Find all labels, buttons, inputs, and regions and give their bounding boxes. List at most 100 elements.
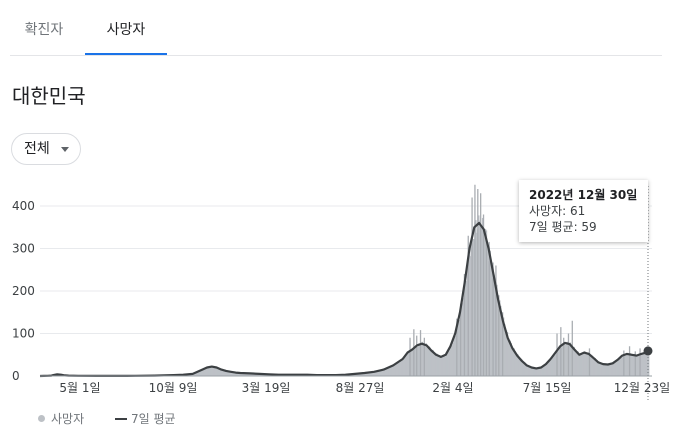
bar [516, 354, 518, 376]
bar [599, 362, 601, 376]
bar [634, 351, 636, 376]
bar [409, 337, 411, 376]
bar [466, 271, 469, 376]
bar [192, 373, 195, 376]
tab-deaths[interactable]: 사망자 [85, 0, 167, 55]
bar [461, 302, 464, 376]
bar [555, 351, 557, 376]
bar [577, 351, 579, 376]
bar [623, 350, 625, 376]
tab-bar: 확진자 사망자 [10, 0, 662, 56]
tab-confirmed[interactable]: 확진자 [24, 22, 64, 38]
bar [514, 350, 516, 376]
bar [232, 372, 235, 376]
bar [598, 361, 600, 376]
bar [249, 373, 252, 376]
bar [386, 367, 388, 376]
bar [423, 337, 425, 376]
bar [596, 361, 598, 376]
bar [408, 351, 410, 376]
bar [376, 371, 379, 376]
bar [230, 371, 233, 376]
bar [198, 371, 200, 376]
bar [383, 369, 386, 376]
x-tick-label: 2월 4일 [432, 381, 473, 395]
bar [507, 338, 510, 376]
bar [565, 342, 568, 376]
bar [205, 368, 207, 376]
bar [374, 371, 376, 376]
bar [447, 351, 449, 376]
bar [378, 370, 381, 376]
bar [236, 372, 239, 376]
bar [483, 237, 486, 376]
x-tick-label: 8월 27일 [336, 381, 385, 395]
bar [370, 372, 372, 376]
bar [195, 372, 197, 376]
bar [193, 373, 196, 376]
bar [377, 371, 380, 376]
bar [234, 372, 237, 376]
bar [208, 367, 211, 376]
bar [580, 353, 582, 376]
bar [568, 345, 571, 376]
legend-bar-label: 사망자 [51, 412, 85, 426]
bar [203, 368, 205, 376]
bar [358, 373, 361, 376]
bar [524, 363, 527, 376]
bar [585, 352, 587, 376]
bar [435, 353, 437, 376]
bar [646, 353, 648, 376]
bar [544, 364, 547, 376]
bar [248, 373, 250, 376]
tooltip-average: 7일 평균: 59 [529, 220, 597, 234]
bar [602, 363, 604, 376]
bar [475, 220, 477, 376]
bar [398, 362, 401, 376]
bar [601, 363, 603, 376]
bar [372, 371, 374, 376]
bar [606, 365, 609, 376]
bar [497, 297, 499, 376]
bar [557, 351, 559, 376]
bar [460, 302, 463, 376]
bar [240, 373, 242, 376]
bar [503, 324, 506, 376]
bar [218, 368, 220, 376]
bar [430, 350, 432, 376]
bar [443, 355, 446, 376]
bar [520, 358, 522, 376]
bar [254, 373, 257, 376]
bar [469, 256, 471, 376]
bar [424, 344, 427, 376]
bar [420, 344, 423, 376]
bar [607, 364, 610, 376]
bar [506, 332, 509, 376]
bar [411, 348, 413, 376]
bar [635, 356, 637, 376]
bar [392, 366, 394, 376]
bar [528, 366, 531, 376]
bar [526, 365, 529, 376]
bar [227, 371, 229, 376]
bar [361, 373, 364, 376]
bar [389, 366, 391, 376]
tooltip-deaths: 사망자: 61 [529, 204, 586, 218]
bar [537, 368, 539, 376]
bar [610, 364, 613, 376]
bar [508, 341, 511, 376]
bar [530, 366, 532, 376]
bar [207, 367, 209, 376]
bar [467, 235, 469, 376]
bar [368, 372, 370, 376]
bar [529, 367, 532, 376]
bar [219, 369, 221, 376]
bar [547, 362, 550, 376]
period-dropdown[interactable]: 전체 [11, 133, 81, 165]
bar [395, 364, 397, 376]
bar [614, 362, 616, 376]
bar [394, 364, 396, 376]
bar [429, 347, 431, 376]
bar [643, 353, 645, 376]
